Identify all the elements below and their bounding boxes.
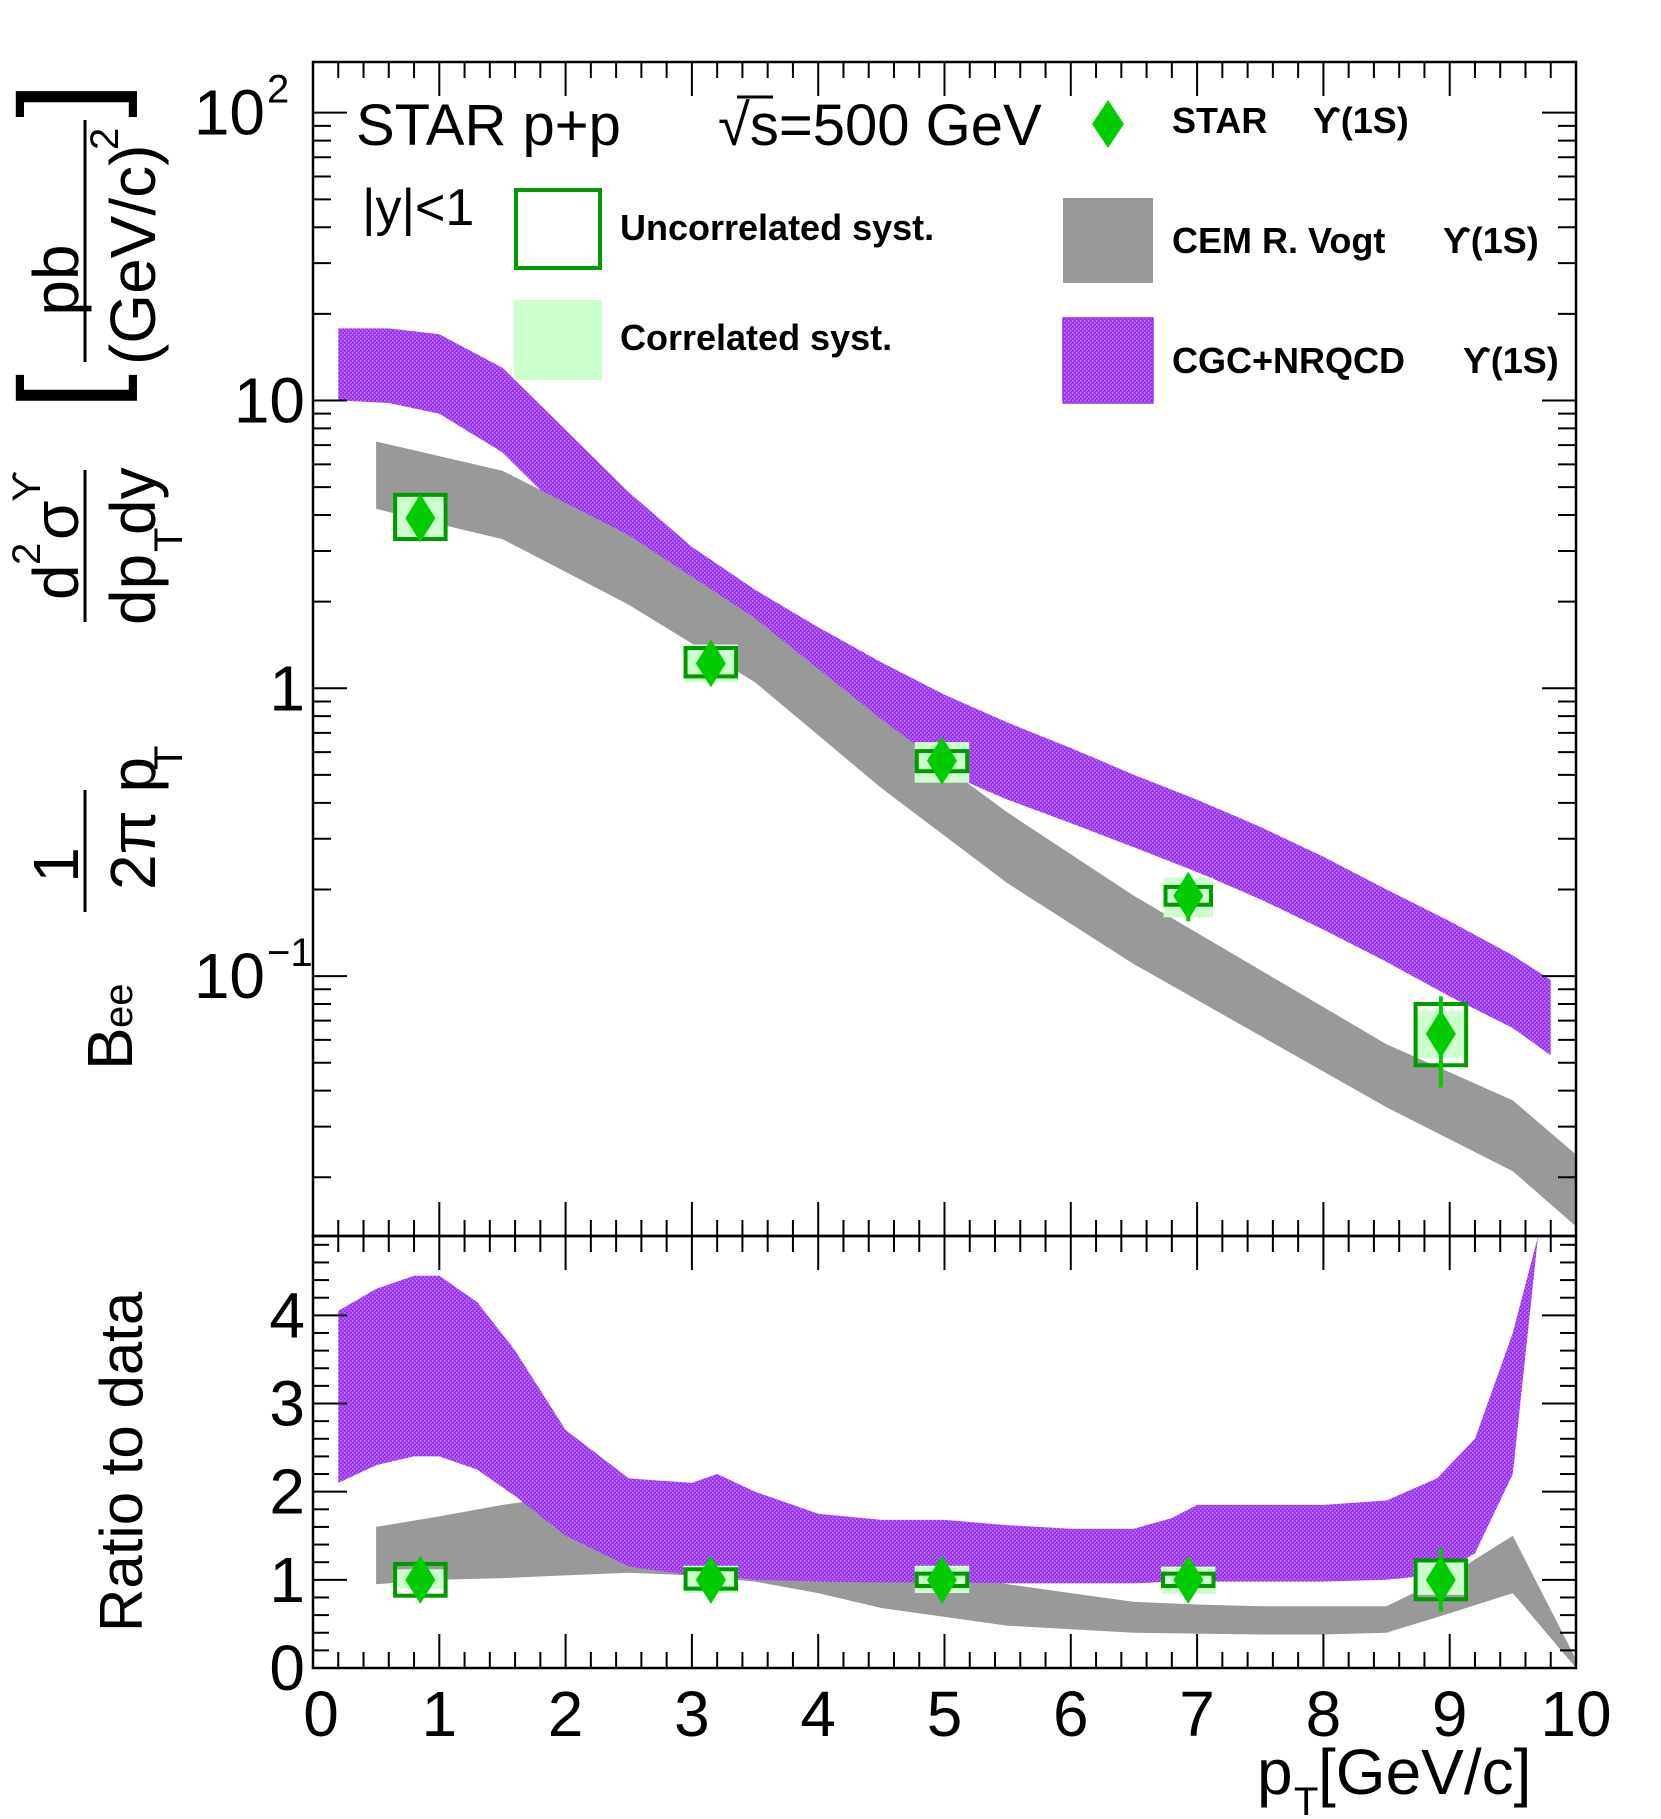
ytitle-frac1-den-sub: T [147, 746, 191, 770]
ytitle-frac2-den-sub: T [147, 528, 191, 552]
ytitle-frac2-num: d [20, 564, 92, 600]
bottom-marker-2 [695, 1555, 726, 1604]
ytitle-prefix-sub: ee [97, 984, 141, 1029]
bottom-point-2 [683, 1555, 739, 1604]
top-y-tick-label-exp-4: −1 [267, 931, 313, 975]
top-cgc-band-layer [338, 328, 1551, 1056]
x-tick-label-6: 5 [927, 1678, 963, 1750]
x-axis-title: p T [GeV/c] [1257, 1736, 1531, 1819]
legend-cgc-swatch [1062, 317, 1154, 404]
energy-label: √s=500 GeV [718, 93, 1042, 158]
top-cgc-band [338, 328, 1551, 1056]
ytitle-frac2-num-sym-sup: ϒ [5, 471, 49, 502]
bottom-point-4 [1160, 1555, 1216, 1604]
bottom-point-3 [914, 1555, 970, 1604]
x-tick-label-5: 4 [800, 1678, 836, 1750]
ytitle-frac1-num: 1 [20, 847, 92, 883]
top-point-3 [914, 736, 970, 785]
legend-star-marker [1092, 100, 1124, 148]
top-data-layer [393, 492, 1469, 1088]
top-marker-5 [1425, 1009, 1456, 1058]
x-tick-label-4: 3 [674, 1678, 710, 1750]
legend-cem-label: CEM R. Vogt [1172, 220, 1385, 261]
rapidity-label: |y|<1 [362, 179, 474, 237]
legend: STAR ϒ(1S) Uncorrelated syst. Correlated… [514, 100, 1559, 404]
ytitle-frac2-den: dp [97, 554, 169, 625]
legend-uncorr-swatch [514, 188, 602, 270]
bottom-marker-4 [1173, 1555, 1204, 1604]
ytitle-frac1-den: 2π p [97, 757, 169, 890]
experiment-label: STAR p+p [356, 93, 621, 158]
top-cem-band [376, 441, 1577, 1227]
top-y-tick-label-3: 1 [269, 652, 305, 724]
top-cem-band-layer [376, 441, 1577, 1227]
bottom-marker-3 [926, 1555, 957, 1604]
bottom-point-5 [1413, 1548, 1469, 1612]
x-tick-label-10: 9 [1432, 1678, 1468, 1750]
top-marker-2 [695, 639, 726, 688]
top-marker-4 [1173, 871, 1204, 920]
x-tick-label-1: 0 [303, 1678, 339, 1750]
x-tick-label-3: 2 [548, 1678, 584, 1750]
bottom-axis-layer: 0 1 2 3 4 0 1 2 3 4 5 6 7 8 9 10 [269, 1236, 1612, 1750]
bottom-y-tick-label-3: 2 [269, 1456, 305, 1528]
ytitle-bracket-right: ] [0, 82, 138, 118]
top-point-5 [1413, 996, 1469, 1088]
top-point-1 [393, 492, 448, 543]
top-point-4 [1163, 871, 1213, 922]
xtitle-sub: T [1294, 1780, 1318, 1819]
xtitle-unit: [GeV/c] [1318, 1736, 1531, 1808]
top-y-axis-title: B ee 1 2π p T d 2 σ ϒ dp T dy [ pb (GeV/… [0, 82, 191, 1070]
bottom-cgc-band [338, 1236, 1539, 1584]
bottom-marker-1 [405, 1555, 436, 1604]
x-tick-label-2: 1 [422, 1678, 458, 1750]
bottom-y-tick-label-1: 0 [269, 1632, 305, 1704]
bottom-y-tick-label-5: 4 [269, 1279, 305, 1351]
ytitle-frac2-den-tail: dy [97, 467, 169, 535]
x-tick-label-7: 6 [1053, 1678, 1089, 1750]
legend-uncorr-label: Uncorrelated syst. [620, 207, 934, 248]
top-point-2 [683, 639, 739, 688]
bottom-marker-5 [1425, 1555, 1456, 1604]
bottom-y-axis-title: Ratio to data [88, 1291, 155, 1632]
bottom-plot-frame [311, 1234, 1578, 1670]
top-marker-1 [405, 494, 436, 543]
legend-cgc-state: ϒ(1S) [1463, 340, 1559, 381]
bottom-y-tick-label-2: 1 [269, 1544, 305, 1616]
x-tick-label-11: 10 [1540, 1678, 1611, 1750]
bottom-data-layer [393, 1548, 1469, 1612]
legend-cem-state: ϒ(1S) [1443, 220, 1539, 261]
ytitle-unit-num: pb [20, 244, 92, 315]
ytitle-prefix: B [74, 1027, 146, 1070]
ytitle-bracket-left: [ [0, 374, 138, 410]
bottom-y-tick-label-4: 3 [269, 1368, 305, 1440]
legend-corr-swatch [514, 300, 602, 380]
bottom-point-1 [393, 1555, 448, 1604]
x-tick-label-8: 7 [1179, 1678, 1215, 1750]
ytitle-unit-den-sup: 2 [83, 128, 127, 150]
top-y-tick-label-1: 10 [194, 77, 265, 149]
top-y-tick-label-2: 10 [234, 364, 305, 436]
legend-cgc-label: CGC+NRQCD [1172, 340, 1405, 381]
legend-cem-swatch [1063, 198, 1153, 283]
x-tick-label-9: 8 [1306, 1678, 1342, 1750]
top-y-tick-label-exp-1: 2 [267, 68, 289, 112]
ytitle-frac2-num-sym: σ [20, 501, 92, 541]
legend-corr-label: Correlated syst. [620, 317, 892, 358]
ytitle-unit-den: (GeV/c) [97, 145, 169, 365]
xtitle-main: p [1257, 1736, 1293, 1808]
legend-star-state: ϒ(1S) [1313, 100, 1409, 141]
bottom-cgc-band-layer [338, 1236, 1539, 1584]
ytitle-frac2-num-sup: 2 [5, 543, 49, 565]
top-y-tick-label-4: 10 [194, 940, 265, 1012]
top-marker-3 [926, 736, 957, 785]
legend-star-label: STAR [1172, 100, 1267, 141]
